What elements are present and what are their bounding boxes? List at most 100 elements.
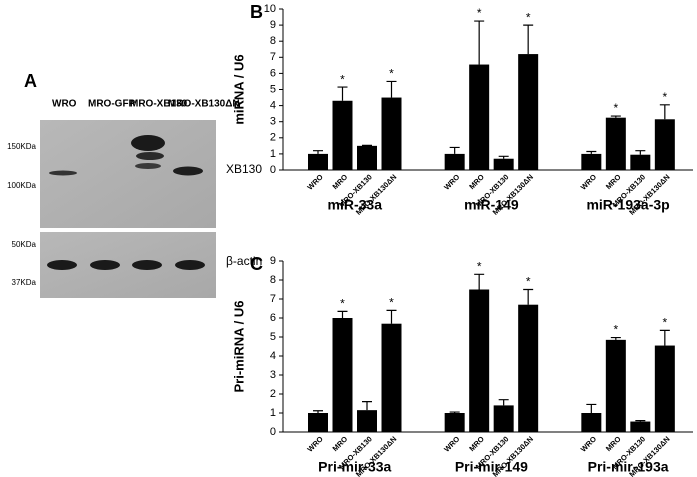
bar [630,421,651,432]
y-tick-label: 4 [270,100,276,112]
band [131,135,165,151]
significance-mark: * [613,323,618,337]
significance-mark: * [526,275,531,289]
x-tick-label: MRO [331,434,350,453]
error-bar [635,150,646,155]
group-label: miR-193a-3p [586,197,669,213]
bar [581,153,602,170]
significance-mark: * [389,296,394,310]
x-tick-label: MRO [604,434,623,453]
error-bar [498,399,509,406]
error-bar [449,411,460,413]
error-bar [337,310,348,318]
bar [381,323,402,432]
x-tick-label: MRO [604,172,623,191]
error-bar [659,329,670,346]
lane-label: WRO [52,99,77,110]
x-tick-label: WRO [305,172,324,191]
significance-mark: * [340,297,345,311]
y-tick-label: 8 [270,35,276,47]
y-tick-label: 9 [270,255,276,267]
significance-mark: * [662,316,667,330]
bar [654,119,675,170]
x-tick-label: MRO [331,172,350,191]
y-tick-label: 1 [270,407,276,419]
error-bar [449,146,460,154]
marker-label: 50KDa [12,240,37,249]
y-axis-label: miRNA / U6 [231,54,246,124]
bar [469,289,490,432]
significance-mark: * [613,101,618,115]
bar [444,413,465,432]
bar [357,410,377,432]
y-tick-label: 5 [270,331,276,343]
group-label: Pri-mir-33a [318,459,391,475]
bar [605,117,626,170]
marker-label: 37KDa [12,278,37,287]
band [135,163,161,169]
y-tick-label: 0 [270,164,276,176]
bar [630,154,651,170]
y-tick-label: 4 [270,350,276,362]
y-tick-label: 9 [270,19,276,31]
lane-label: MRO-XB130 [130,99,188,110]
band [90,260,120,270]
y-tick-label: 2 [270,132,276,144]
bar [518,54,539,170]
error-bar [586,403,597,413]
x-tick-label: WRO [442,172,461,191]
x-tick-label: WRO [442,434,461,453]
significance-mark: * [477,6,482,20]
y-tick-label: 7 [270,51,276,63]
y-tick-label: 3 [270,369,276,381]
y-tick-label: 1 [270,148,276,160]
y-tick-label: 6 [270,312,276,324]
group-label: Pri-mir-149 [455,459,528,475]
bar [308,413,328,432]
error-bar [337,86,348,101]
panel-label: B [250,2,263,22]
bar [581,413,602,432]
error-bar [659,104,670,120]
bar [357,145,377,170]
y-tick-label: 0 [270,426,276,438]
bar [493,405,514,432]
band [132,260,162,270]
y-tick-label: 2 [270,388,276,400]
y-tick-label: 3 [270,116,276,128]
marker-label: 150KDa [7,142,36,151]
y-tick-label: 8 [270,274,276,286]
error-bar [635,420,646,422]
panel-label: A [24,71,37,91]
error-bar [386,80,397,98]
error-bar [362,401,372,411]
error-bar [474,20,485,65]
protein-label: XB130 [226,162,262,176]
bar [518,304,539,432]
bar [493,158,514,170]
x-tick-label: MRO [467,172,486,191]
band [173,166,203,176]
group-label: Pri-mir-193a [588,459,669,475]
significance-mark: * [340,72,345,86]
significance-mark: * [389,67,394,81]
error-bar [610,336,621,340]
bar [444,153,465,170]
error-bar [586,150,597,154]
bar [654,345,675,432]
significance-mark: * [526,10,531,24]
significance-mark: * [662,90,667,104]
y-tick-label: 5 [270,83,276,95]
bar [381,97,402,170]
bar [332,318,353,432]
bar [605,339,626,432]
significance-mark: * [477,259,482,273]
error-bar [610,115,621,118]
panel-a: A WRO MRO-GFP MRO-XB130 MRO-XB130ΔN 150K… [7,71,262,298]
lane-label: MRO-GFP [88,99,136,110]
y-tick-label: 10 [264,3,276,15]
error-bar [523,24,534,55]
x-tick-label: WRO [305,434,324,453]
error-bar [313,150,323,154]
